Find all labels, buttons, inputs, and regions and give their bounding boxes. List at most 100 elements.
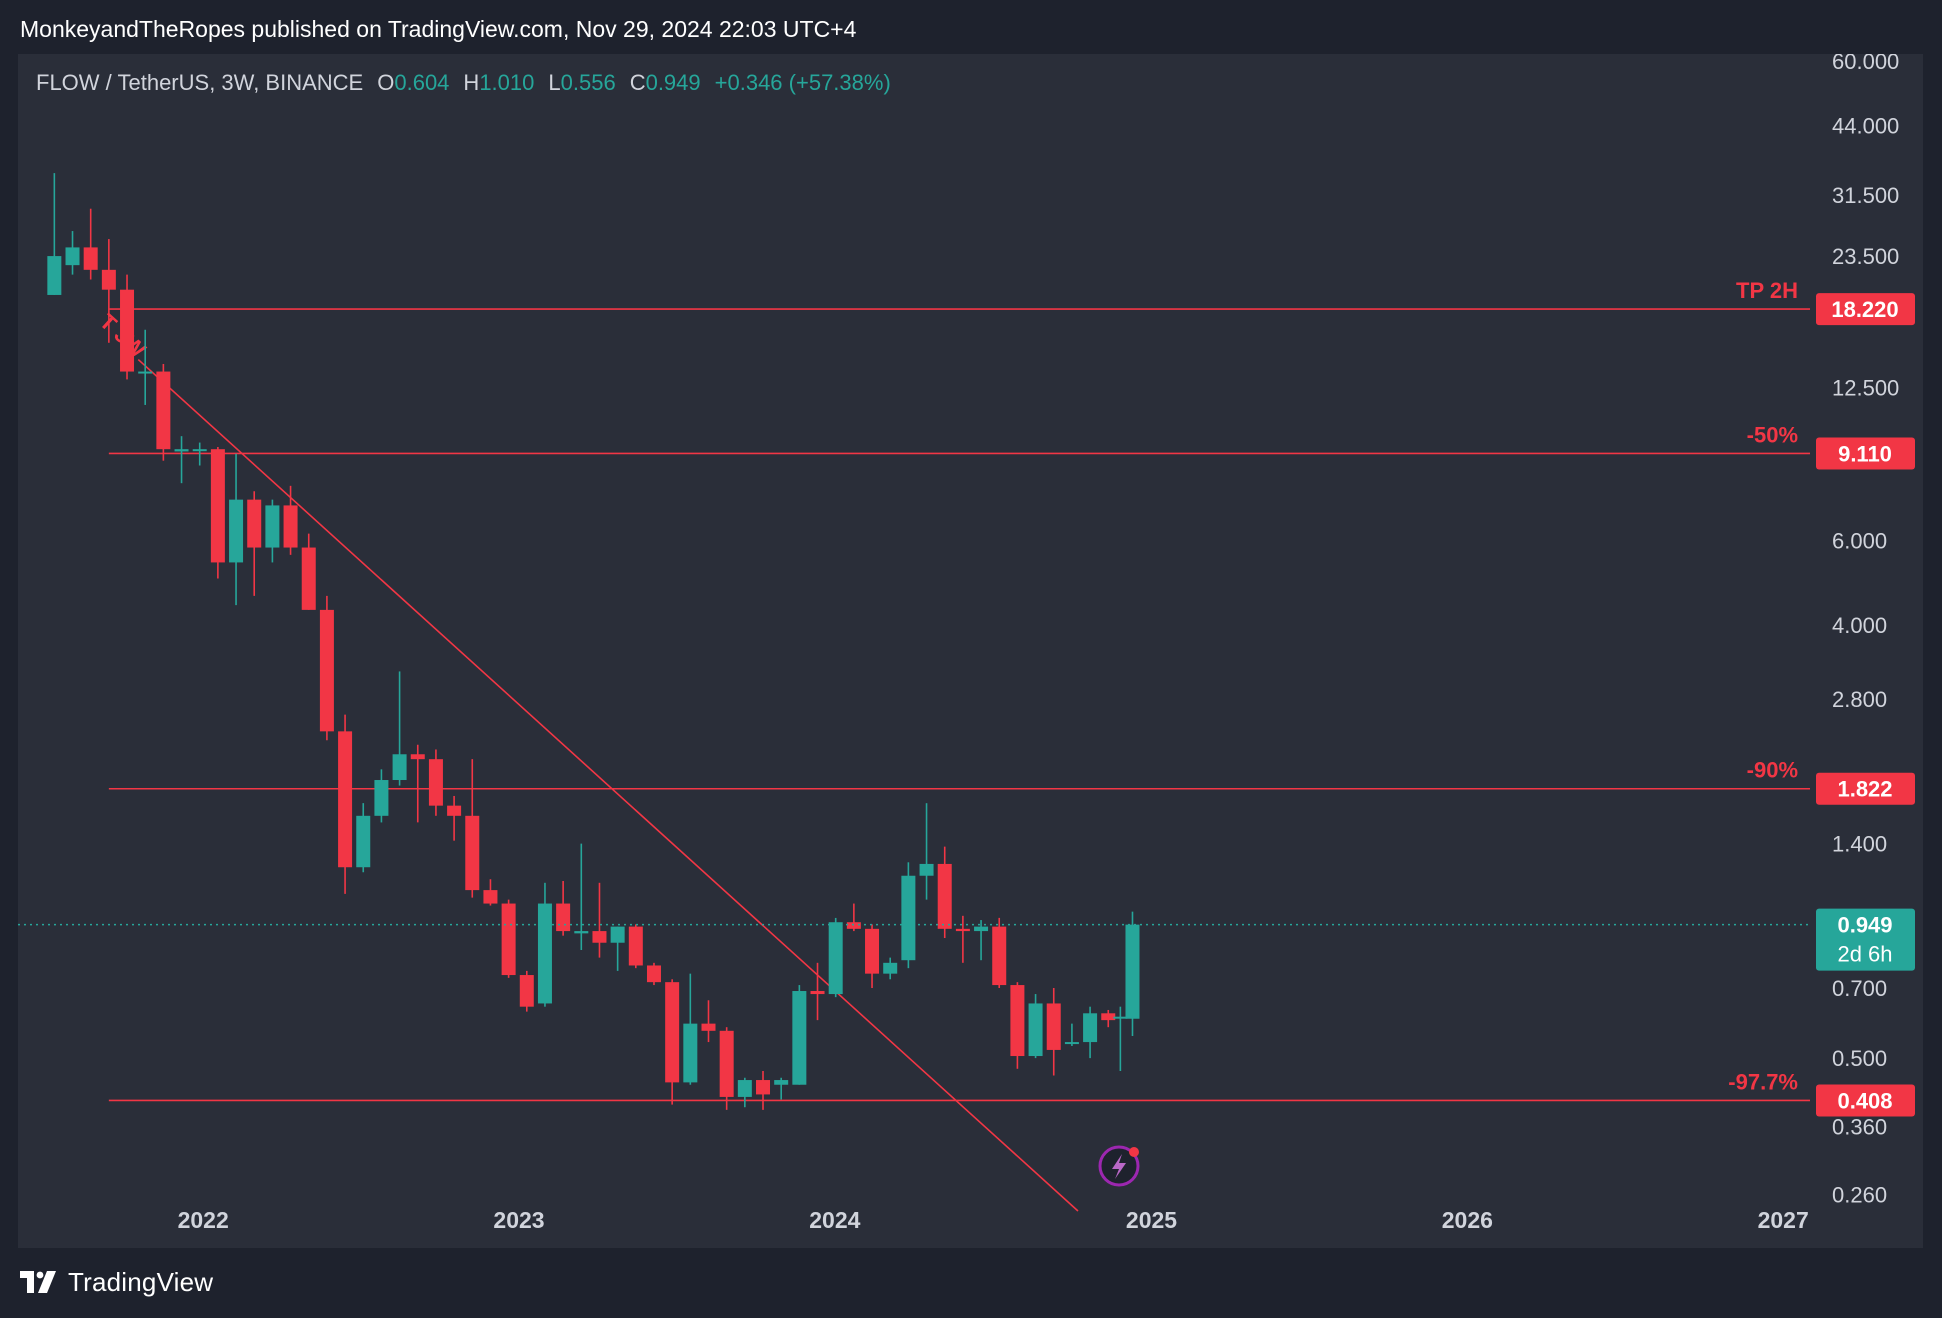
candle-body: [628, 926, 643, 966]
event-icon-bolt: [1112, 1154, 1126, 1179]
event-icon-dot: [1129, 1147, 1139, 1157]
candle-body: [974, 926, 989, 932]
candle: [447, 795, 462, 841]
candle: [501, 899, 516, 978]
candle-body: [83, 247, 98, 270]
y-tick-label: 12.500: [1832, 376, 1899, 401]
y-tick-label: 0.700: [1832, 976, 1887, 1001]
y-tick-label: 31.500: [1832, 183, 1899, 208]
level-label: -97.7%: [1728, 1069, 1798, 1094]
candle-body: [319, 609, 334, 732]
candle-body: [192, 449, 207, 452]
candle: [47, 173, 62, 295]
candle-body: [737, 1080, 752, 1097]
level-badge: [1816, 437, 1915, 470]
footer-brand-text: TradingView: [68, 1266, 214, 1297]
candle: [574, 843, 589, 951]
candle: [592, 882, 607, 958]
candle-body: [120, 289, 135, 372]
legend-high-label: H: [463, 70, 480, 95]
y-tick-label: 6.000: [1832, 528, 1887, 553]
candle-body: [410, 754, 425, 760]
level-badge-label: 18.220: [1831, 297, 1898, 322]
candle: [138, 329, 153, 405]
candle: [628, 924, 643, 969]
candle-body: [537, 903, 552, 1004]
candle-body: [138, 371, 153, 374]
candle: [156, 363, 171, 461]
candle-body: [810, 991, 825, 995]
trendline: [137, 358, 1079, 1212]
candle-body: [865, 928, 880, 974]
candle: [356, 803, 371, 873]
price-chart[interactable]: TP 2H-50%-90%-97.7% T 3W 60.00044.00031.…: [18, 54, 1923, 1248]
candle-body: [774, 1080, 789, 1085]
y-tick-label: 0.260: [1832, 1182, 1887, 1207]
candle-body: [701, 1023, 716, 1031]
candle: [192, 442, 207, 466]
last-price-badge: [1816, 908, 1915, 971]
candle-body: [447, 805, 462, 816]
candle-body: [1028, 1003, 1043, 1057]
candle-body: [47, 256, 62, 295]
candle-body: [465, 815, 480, 891]
candle: [1064, 1023, 1079, 1046]
candle: [519, 970, 534, 1012]
candle-body: [556, 903, 571, 932]
event-lightning-icon: [1098, 1145, 1140, 1187]
candle-body: [1125, 924, 1140, 1019]
level-label: -90%: [1747, 758, 1798, 783]
candle-body: [919, 863, 934, 876]
candle: [719, 1027, 734, 1110]
candle-body: [574, 931, 589, 934]
candle: [392, 671, 407, 786]
candle: [338, 714, 353, 894]
level-label: TP 2H: [1736, 278, 1798, 303]
level-badge-label: 1.822: [1837, 777, 1892, 802]
last-price-countdown: 2d 6h: [1837, 942, 1892, 967]
candle-body: [501, 903, 516, 976]
candle: [410, 744, 425, 823]
candle: [646, 962, 661, 986]
candle: [937, 846, 952, 938]
candle: [229, 453, 244, 606]
candle: [537, 882, 552, 1007]
candle: [610, 926, 625, 971]
candle-body: [828, 922, 843, 995]
last-price-label: 0.949: [1837, 913, 1892, 938]
candle: [701, 1000, 716, 1043]
x-tick-label: 2025: [1126, 1207, 1177, 1233]
candle: [1028, 994, 1043, 1059]
candle: [883, 957, 898, 980]
legend-open-label: O: [377, 70, 395, 95]
level-badge-label: 0.408: [1837, 1088, 1892, 1113]
candle: [210, 446, 225, 579]
y-tick-label: 0.360: [1832, 1115, 1887, 1140]
candle-body: [756, 1080, 771, 1095]
y-tick-label: 2.800: [1832, 687, 1887, 712]
ohlc-legend: FLOW / TetherUS, 3W, BINANCE O 0.604 H 1.0…: [36, 70, 891, 96]
candle-body: [719, 1030, 734, 1097]
footer-brand[interactable]: TradingView: [20, 1262, 213, 1302]
candle: [283, 485, 298, 555]
legend-low-value: 0.556: [560, 70, 616, 95]
candle: [665, 979, 680, 1105]
candle-body: [955, 928, 970, 932]
candle: [919, 803, 934, 900]
tradingview-logo-icon: [20, 1271, 56, 1293]
y-tick-label: 4.000: [1832, 613, 1887, 638]
candle-body: [665, 982, 680, 1083]
publish-header: MonkeyandTheRopes published on TradingVi…: [0, 0, 1942, 54]
candle-body: [883, 962, 898, 974]
candle: [792, 985, 807, 1085]
candle-body: [156, 371, 171, 450]
legend-symbol: FLOW / TetherUS, 3W, BINANCE: [36, 70, 364, 95]
chart-panel[interactable]: TP 2H-50%-90%-97.7% T 3W 60.00044.00031.…: [18, 54, 1923, 1248]
candle: [1010, 982, 1025, 1069]
y-tick-label: 44.000: [1832, 113, 1899, 138]
candle-body: [229, 499, 244, 563]
candle: [846, 903, 861, 932]
candle-body: [846, 922, 861, 929]
y-tick-label: 60.000: [1832, 54, 1899, 74]
candle-body: [1113, 1016, 1128, 1019]
